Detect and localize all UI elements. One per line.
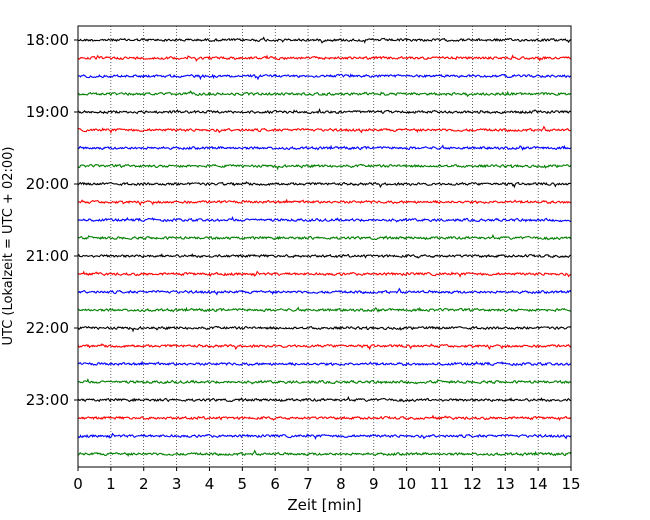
trace-row-21 bbox=[77, 414, 572, 422]
trace-row-22 bbox=[77, 432, 572, 440]
x-tick-label-15: 15 bbox=[561, 475, 580, 493]
trace-row-3 bbox=[77, 90, 572, 98]
trace-row-14 bbox=[77, 287, 572, 296]
x-tick-label-5: 5 bbox=[238, 475, 248, 493]
trace-row-16 bbox=[77, 325, 572, 333]
trace-row-18 bbox=[77, 360, 572, 367]
trace-row-13 bbox=[77, 270, 572, 278]
y-tick-label-5: 23:00 bbox=[26, 391, 69, 409]
trace-row-19 bbox=[77, 378, 572, 385]
x-tick-label-9: 9 bbox=[369, 475, 379, 493]
trace-row-8 bbox=[77, 181, 572, 189]
y-tick-label-4: 22:00 bbox=[26, 319, 69, 337]
x-axis-label: Zeit [min] bbox=[287, 496, 361, 514]
y-axis-ticks: 18:00 19:00 20:00 21:00 22:00 23:00 bbox=[26, 31, 78, 409]
x-tick-label-14: 14 bbox=[529, 475, 548, 493]
trace-row-0 bbox=[77, 36, 572, 44]
trace-row-20 bbox=[77, 395, 572, 403]
x-tick-label-12: 12 bbox=[463, 475, 482, 493]
x-tick-label-11: 11 bbox=[430, 475, 449, 493]
y-tick-label-2: 20:00 bbox=[26, 175, 69, 193]
x-tick-label-3: 3 bbox=[172, 475, 182, 493]
trace-row-7 bbox=[77, 163, 572, 171]
trace-row-5 bbox=[77, 125, 572, 134]
plot-frame bbox=[77, 25, 572, 468]
x-tick-label-2: 2 bbox=[139, 475, 149, 493]
y-tick-label-3: 21:00 bbox=[26, 247, 69, 265]
trace-row-11 bbox=[77, 233, 572, 241]
x-tick-label-1: 1 bbox=[106, 475, 116, 493]
x-tick-label-8: 8 bbox=[336, 475, 346, 493]
trace-row-17 bbox=[77, 343, 572, 351]
y-tick-label-0: 18:00 bbox=[26, 31, 69, 49]
trace-row-1 bbox=[77, 54, 572, 63]
x-tick-label-13: 13 bbox=[496, 475, 515, 493]
trace-row-2 bbox=[77, 73, 572, 81]
trace-row-15 bbox=[77, 306, 572, 313]
x-tick-label-0: 0 bbox=[73, 475, 83, 493]
trace-row-6 bbox=[77, 144, 572, 151]
trace-row-23 bbox=[77, 449, 572, 458]
x-tick-label-4: 4 bbox=[205, 475, 215, 493]
x-tick-label-10: 10 bbox=[397, 475, 416, 493]
trace-row-10 bbox=[77, 216, 572, 223]
trace-row-12 bbox=[77, 253, 571, 259]
trace-row-4 bbox=[77, 107, 572, 115]
x-axis-ticks: 0 1 2 3 4 5 6 7 8 9 10 11 12 13 14 15 bbox=[73, 467, 581, 493]
x-tick-label-7: 7 bbox=[303, 475, 313, 493]
seismogram-traces bbox=[77, 36, 572, 458]
y-tick-label-1: 19:00 bbox=[26, 103, 69, 121]
trace-row-9 bbox=[77, 198, 572, 207]
x-tick-label-6: 6 bbox=[270, 475, 280, 493]
y-axis-label: UTC (Lokalzeit = UTC + 02:00) bbox=[1, 147, 16, 346]
